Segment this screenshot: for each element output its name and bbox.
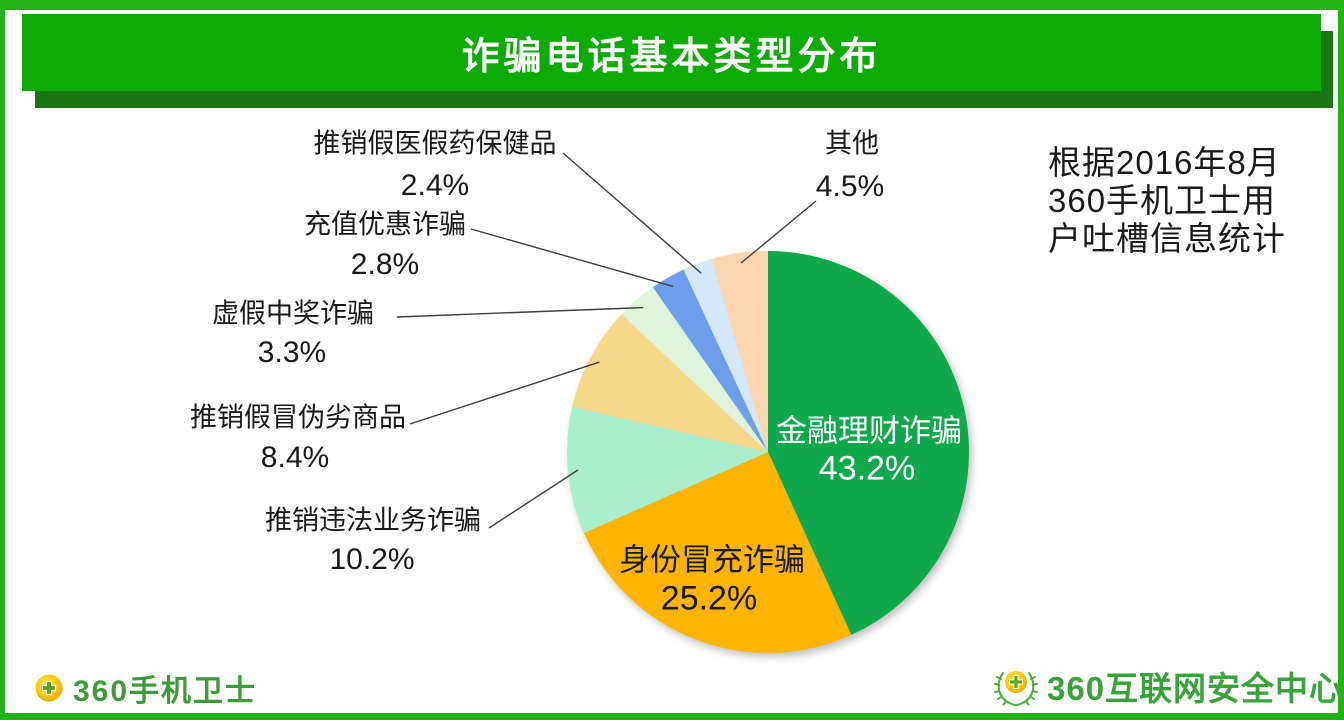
frame-top-strip — [0, 0, 1344, 10]
footer-right-logo-text: 360互联网安全中心 — [1047, 670, 1344, 707]
frame-bottom-strip — [0, 713, 1344, 720]
source-note-line: 360手机卫士用 — [1048, 182, 1277, 219]
pie-slice-8[interactable] — [711, 251, 768, 452]
footer-left-logo-text: 360手机卫士 — [73, 675, 258, 708]
pie-slice-7[interactable] — [683, 258, 768, 452]
pie-slice-1[interactable] — [768, 251, 969, 635]
title-banner: 诈骗电话基本类型分布 — [22, 14, 1321, 91]
leader-line — [470, 228, 674, 288]
footer-left-logo: 360手机卫士 — [34, 666, 257, 710]
pie-slice-2[interactable] — [584, 452, 852, 653]
pie-slice-4[interactable] — [572, 314, 768, 452]
pie-slice-6[interactable] — [652, 269, 768, 452]
360-internet-security-center-badge-icon — [994, 671, 1038, 706]
source-note-line: 户吐槽信息统计 — [1048, 220, 1286, 257]
360-mobile-guard-badge-icon — [35, 674, 63, 702]
source-note-line: 根据2016年8月 — [1048, 144, 1281, 181]
footer-right-logo: 360互联网安全中心 — [993, 662, 1343, 710]
frame-right-strip — [1338, 0, 1344, 720]
leader-line — [396, 306, 644, 318]
leader-line — [409, 361, 600, 425]
frame-left-strip — [0, 0, 5, 720]
pie-slice-5[interactable] — [621, 287, 768, 452]
leader-line — [488, 469, 579, 529]
source-note: 根据2016年8月 360手机卫士用 户吐槽信息统计 — [1048, 144, 1298, 258]
leader-line — [562, 152, 702, 274]
page-title: 诈骗电话基本类型分布 — [461, 36, 882, 78]
pie-slice-3[interactable] — [567, 406, 768, 533]
leader-line — [740, 200, 817, 264]
